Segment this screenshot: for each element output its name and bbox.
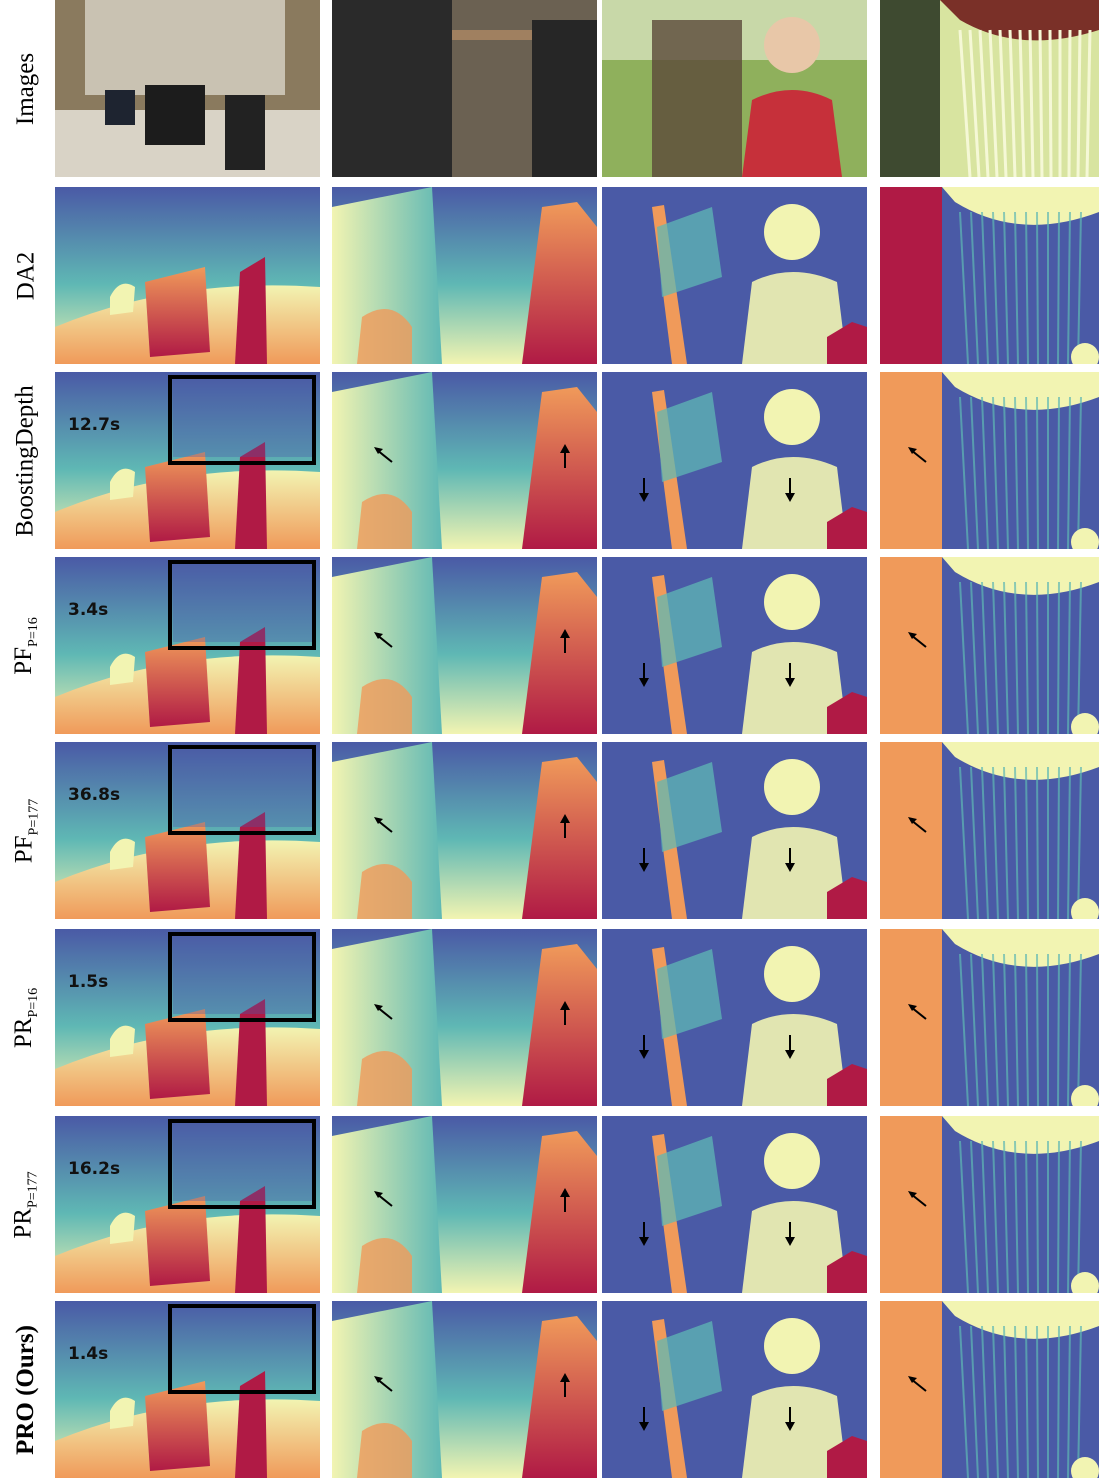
arrow-icon [370,442,398,475]
arrow-icon [630,476,658,509]
depth-map [880,187,1099,364]
row-label-subscript: P=177 [26,798,41,835]
runtime-label: 3.4s [68,600,109,620]
depth-map [332,1301,597,1478]
runtime-label: 1.5s [68,972,109,992]
depth-map [55,742,320,919]
row-label: PRO (Ours) [0,1301,52,1478]
arrow-icon [370,812,398,845]
arrow-icon [630,661,658,694]
row-label-subscript: P=16 [26,616,41,647]
zoom-region-box [168,560,316,650]
depth-map [55,929,320,1106]
zoom-region-box [168,375,316,465]
row-label-text: BoostingDepth [12,384,39,537]
arrow-icon [370,1371,398,1404]
arrow-icon [776,1220,804,1253]
arrow-icon [904,1186,932,1219]
row-label-text: PF [10,646,37,675]
row-label: PFP=177 [0,742,52,919]
arrow-icon [630,1405,658,1438]
runtime-label: 12.7s [68,415,121,435]
arrow-icon [904,999,932,1032]
depth-map [602,1116,867,1293]
depth-map [880,1116,1099,1293]
row-label: PFP=16 [0,557,52,734]
input-image [880,0,1099,177]
arrow-icon [904,812,932,845]
depth-map [602,557,867,734]
depth-map [332,557,597,734]
input-image [602,0,867,177]
row-label-text: PR [10,1207,37,1239]
row-label-text: Images [12,52,40,125]
arrow-icon [904,442,932,475]
row-label: BoostingDepth [0,372,52,549]
depth-map [332,1116,597,1293]
zoom-region-box [168,745,316,835]
runtime-label: 1.4s [68,1344,109,1364]
row-label-text: DA2 [11,251,39,300]
depth-map [55,1301,320,1478]
arrow-icon [776,476,804,509]
depth-map [602,929,867,1106]
arrow-icon [370,1186,398,1219]
arrow-icon [776,1033,804,1066]
depth-map [55,1116,320,1293]
zoom-region-box [168,1304,316,1394]
row-label-text: PRO (Ours) [12,1324,40,1455]
depth-map [55,372,320,549]
arrow-icon [630,846,658,879]
runtime-label: 16.2s [68,1159,121,1179]
arrow-icon [904,627,932,660]
depth-map [880,742,1099,919]
row-label: Images [0,0,52,177]
input-image [332,0,597,177]
row-label-text: PF [10,834,37,863]
depth-map [602,372,867,549]
depth-map [332,929,597,1106]
row-label: PRP=16 [0,929,52,1106]
depth-map [880,1301,1099,1478]
depth-map [602,742,867,919]
depth-map [332,187,597,364]
arrow-icon [904,1371,932,1404]
depth-map [880,372,1099,549]
depth-map [332,742,597,919]
arrow-icon [370,627,398,660]
arrow-icon [630,1033,658,1066]
depth-map [602,187,867,364]
row-label-subscript: P=177 [26,1170,41,1208]
arrow-icon [551,1186,579,1219]
arrow-icon [776,1405,804,1438]
row-label-subscript: P=16 [26,987,41,1018]
row-label: PRP=177 [0,1116,52,1293]
arrow-icon [776,661,804,694]
depth-map [880,929,1099,1106]
depth-map [880,557,1099,734]
arrow-icon [776,846,804,879]
row-label: DA2 [0,187,52,364]
arrow-icon [630,1220,658,1253]
row-label-text: PR [10,1017,37,1048]
zoom-region-box [168,1119,316,1209]
arrow-icon [551,1371,579,1404]
arrow-icon [551,627,579,660]
depth-map [602,1301,867,1478]
arrow-icon [551,999,579,1032]
depth-map [55,187,320,364]
depth-map [332,372,597,549]
zoom-region-box [168,932,316,1022]
arrow-icon [551,442,579,475]
arrow-icon [551,812,579,845]
depth-map [55,557,320,734]
arrow-icon [370,999,398,1032]
input-image [55,0,320,177]
runtime-label: 36.8s [68,785,121,805]
